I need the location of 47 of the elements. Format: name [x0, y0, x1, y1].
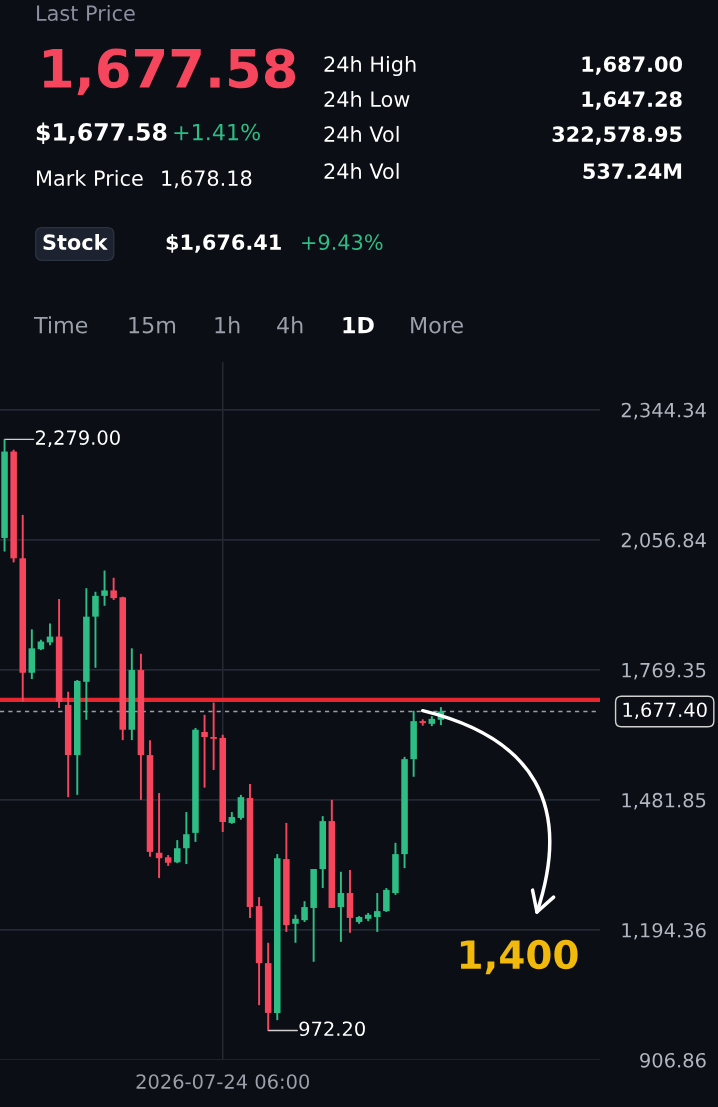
candlestick	[383, 887, 390, 913]
candlestick	[174, 839, 181, 865]
text: 1,647.28	[582, 91, 682, 110]
text: 1D	[343, 316, 374, 334]
candlestick	[301, 900, 308, 923]
text: Time	[33, 316, 88, 334]
annotation: 2,279.00	[35, 430, 120, 447]
candlestick	[337, 870, 345, 943]
text: 537.24M	[583, 163, 682, 180]
text: More	[411, 316, 463, 334]
text: 15m	[129, 316, 176, 334]
candlestick	[183, 811, 190, 866]
text: Last Price	[37, 4, 135, 22]
annotation: 1,400	[460, 939, 578, 975]
candlestick	[110, 576, 117, 601]
text: Mark Price	[37, 169, 143, 187]
candlestick	[201, 713, 208, 789]
candlestick	[292, 913, 299, 944]
y-tick-label: 1,194.36	[622, 922, 706, 940]
y-tick-label: 1,769.35	[622, 662, 706, 680]
text: 322,578.95	[552, 126, 682, 145]
ref-line-label: 1,677.40	[623, 702, 707, 720]
text: +1.41%	[174, 123, 260, 141]
text: 24h Vol	[324, 125, 399, 143]
y-tick-label: 906.86	[640, 1052, 706, 1068]
text: +9.43%	[302, 234, 383, 251]
text: 1,678.18	[162, 170, 252, 189]
y-tick-label: 2,344.34	[621, 402, 706, 420]
text: 4h	[277, 316, 303, 334]
candlestick	[92, 590, 99, 669]
text: 24h High	[324, 55, 416, 77]
y-tick-label: 1,481.85	[622, 792, 706, 810]
candlestick	[101, 569, 108, 607]
candlestick	[210, 701, 217, 771]
x-tick-label: 2026-07-24 06:00	[136, 1074, 310, 1089]
text: 24h Low	[324, 90, 410, 108]
text: 1,677.58	[43, 48, 296, 96]
candlestick	[374, 892, 381, 933]
text: Stock	[43, 233, 108, 251]
candlestick	[237, 793, 245, 821]
text: 24h Vol	[324, 162, 399, 180]
text: $1,676.41	[166, 233, 281, 253]
text: 1,687.00	[582, 56, 683, 75]
y-tick-label: 2,056.84	[621, 532, 706, 550]
annotation: 972.20	[299, 1021, 365, 1037]
text: 1h	[215, 316, 240, 334]
text: $1,677.58	[36, 122, 167, 144]
